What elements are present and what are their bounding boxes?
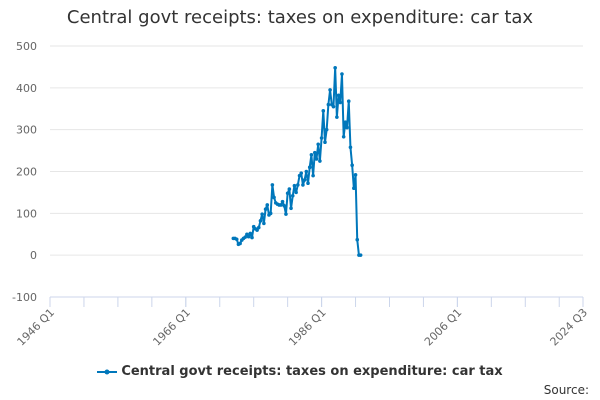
data-point xyxy=(333,65,337,70)
data-point xyxy=(324,127,329,132)
data-point xyxy=(350,163,354,168)
y-tick-label: 300 xyxy=(16,124,37,137)
data-point xyxy=(335,115,339,119)
data-point xyxy=(268,211,273,216)
data-point xyxy=(318,159,322,163)
data-point xyxy=(301,183,305,187)
data-point xyxy=(294,190,298,195)
data-point xyxy=(292,183,297,188)
legend-label: Central govt receipts: taxes on expendit… xyxy=(121,364,503,379)
data-point xyxy=(336,93,341,98)
data-point xyxy=(326,102,331,107)
data-point xyxy=(307,165,312,170)
data-point xyxy=(260,212,264,216)
data-point xyxy=(279,203,283,207)
data-point xyxy=(248,231,253,236)
data-point xyxy=(243,235,248,239)
data-point xyxy=(238,241,242,246)
data-point xyxy=(270,183,275,187)
x-tick-label: 2006 Q1 xyxy=(422,306,465,349)
data-point xyxy=(296,183,300,187)
data-point xyxy=(290,193,295,198)
data-point xyxy=(246,234,251,239)
data-point xyxy=(321,109,326,113)
x-tick-label: 1946 Q1 xyxy=(15,306,58,349)
data-point xyxy=(258,219,263,223)
chart-title: Central govt receipts: taxes on expendit… xyxy=(66,7,534,28)
data-point xyxy=(323,140,327,145)
data-point xyxy=(352,186,356,191)
data-point xyxy=(309,152,314,157)
legend-line-icon xyxy=(97,369,118,374)
data-point xyxy=(285,191,290,196)
data-point xyxy=(346,99,351,104)
data-series xyxy=(231,65,363,257)
y-tick-label: 100 xyxy=(16,207,37,220)
data-point xyxy=(256,225,261,230)
data-point xyxy=(250,235,254,240)
data-point xyxy=(272,195,276,200)
source-label: Source: xyxy=(543,383,589,397)
data-point xyxy=(280,199,285,204)
data-point xyxy=(263,207,268,211)
data-point xyxy=(304,169,309,174)
data-point xyxy=(314,157,319,161)
x-tick-label: 2024 Q3 xyxy=(548,306,591,349)
data-point xyxy=(358,253,363,257)
data-point xyxy=(345,125,349,130)
data-point xyxy=(262,221,266,226)
axes: -100 0 100 200 300 400 500 1946 Q1 1966 Q1 1986 Q… xyxy=(12,40,590,348)
y-tick-label: 0 xyxy=(30,249,37,262)
data-point xyxy=(234,237,239,242)
data-point xyxy=(355,237,360,242)
data-point xyxy=(313,150,317,155)
data-point xyxy=(341,134,346,139)
y-tick-label: 400 xyxy=(16,82,37,95)
data-point xyxy=(316,142,321,147)
y-tick-label: 200 xyxy=(16,166,37,179)
data-point xyxy=(299,171,304,175)
data-point xyxy=(340,72,344,76)
data-point xyxy=(338,100,343,105)
data-point xyxy=(265,203,270,207)
data-point xyxy=(284,212,288,216)
gridlines xyxy=(50,45,583,298)
x-tick-label: 1986 Q1 xyxy=(286,306,329,349)
data-point xyxy=(282,204,287,208)
data-point xyxy=(319,136,324,140)
data-point xyxy=(353,173,358,177)
data-point xyxy=(331,104,336,109)
data-point xyxy=(302,178,307,182)
legend[interactable]: Central govt receipts: taxes on expendit… xyxy=(0,364,600,379)
data-point xyxy=(343,120,348,124)
data-point xyxy=(348,145,353,150)
data-point xyxy=(287,187,292,191)
y-tick-label: 500 xyxy=(16,40,37,53)
y-tick-label: -100 xyxy=(12,291,37,304)
data-point xyxy=(311,173,315,178)
x-tick-label: 1966 Q1 xyxy=(150,306,193,349)
data-point xyxy=(328,88,332,92)
data-point xyxy=(289,206,293,211)
data-point xyxy=(306,181,310,186)
